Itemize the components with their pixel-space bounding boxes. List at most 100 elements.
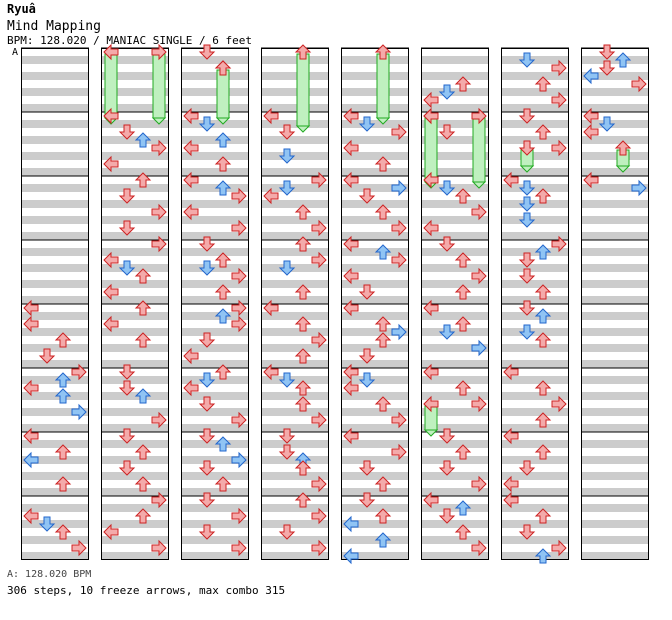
step-arrow-up (54, 444, 72, 460)
arrow-shape (198, 396, 216, 412)
step-arrow-up (134, 300, 152, 316)
arrow-shape (518, 324, 536, 340)
step-arrow-right (391, 179, 407, 197)
freeze-tail (151, 117, 167, 125)
step-arrow-down (198, 428, 216, 444)
arrow-shape (438, 236, 456, 252)
arrow-shape (118, 124, 136, 140)
beat-band (501, 248, 569, 256)
arrow-shape (134, 388, 152, 404)
step-arrow-right (311, 219, 327, 237)
beat-band (101, 472, 169, 480)
beat-band (421, 184, 489, 192)
arrow-shape (231, 539, 247, 557)
step-arrow-down (118, 460, 136, 476)
beat-band (341, 488, 409, 496)
beat-band (181, 168, 249, 176)
arrow-shape (183, 379, 199, 397)
step-arrow-left (583, 171, 599, 189)
arrow-shape (551, 235, 567, 253)
step-arrow-right (471, 475, 487, 493)
step-arrow-left (183, 171, 199, 189)
arrow-shape (534, 332, 552, 348)
step-arrow-right (151, 539, 167, 557)
arrow-shape (198, 44, 216, 60)
beat-band (261, 296, 329, 304)
beat-band (341, 152, 409, 160)
arrow-shape (118, 380, 136, 396)
arrow-shape (598, 116, 616, 132)
step-arrow-left (263, 187, 279, 205)
step-arrow-up (294, 492, 312, 508)
beat-band (261, 392, 329, 400)
beat-band (501, 232, 569, 240)
beat-band (21, 232, 89, 240)
beat-band (501, 488, 569, 496)
arrow-shape (118, 428, 136, 444)
arrow-shape (503, 491, 519, 509)
step-arrow-down (438, 124, 456, 140)
beat-band (181, 376, 249, 384)
step-arrow-right (391, 219, 407, 237)
beat-band (421, 120, 489, 128)
chart-info: BPM: 128.020 / MANIAC SINGLE / 6 feet (7, 34, 253, 47)
arrow-shape (71, 363, 87, 381)
step-arrow-left (423, 91, 439, 109)
arrow-shape (423, 491, 439, 509)
step-arrow-left (183, 347, 199, 365)
arrow-shape (278, 124, 296, 140)
chart-column (21, 48, 89, 560)
step-arrow-down (278, 180, 296, 196)
arrow-shape (231, 267, 247, 285)
beat-band (581, 104, 649, 112)
beat-band (181, 504, 249, 512)
step-arrow-right (311, 507, 327, 525)
arrow-shape (374, 332, 392, 348)
beat-band (421, 136, 489, 144)
chart-column (101, 48, 169, 560)
beat-band (261, 104, 329, 112)
arrow-shape (23, 315, 39, 333)
step-arrow-left (183, 203, 199, 221)
arrow-shape (54, 444, 72, 460)
step-arrow-left (423, 491, 439, 509)
arrow-shape (231, 507, 247, 525)
arrow-shape (294, 284, 312, 300)
beat-band (21, 440, 89, 448)
step-arrow-down (278, 428, 296, 444)
beat-band (341, 504, 409, 512)
beat-band (581, 376, 649, 384)
step-arrow-up (214, 180, 232, 196)
step-arrow-right (231, 411, 247, 429)
arrow-shape (438, 508, 456, 524)
arrow-shape (183, 347, 199, 365)
beat-band (341, 552, 409, 560)
beat-band (341, 536, 409, 544)
beat-band (101, 552, 169, 560)
arrow-shape (278, 444, 296, 460)
arrow-shape (294, 316, 312, 332)
step-arrow-left (343, 427, 359, 445)
step-arrow-right (551, 539, 567, 557)
arrow-shape (471, 395, 487, 413)
step-arrow-right (471, 539, 487, 557)
beat-band (341, 424, 409, 432)
beat-band (261, 136, 329, 144)
beat-band (101, 184, 169, 192)
beat-band (101, 136, 169, 144)
beat-band (181, 296, 249, 304)
step-arrow-down (38, 348, 56, 364)
step-arrow-up (54, 388, 72, 404)
step-arrow-down (358, 460, 376, 476)
step-arrow-left (23, 315, 39, 333)
arrow-shape (534, 380, 552, 396)
step-arrow-up (54, 332, 72, 348)
step-arrow-up (294, 348, 312, 364)
beat-band (581, 536, 649, 544)
arrow-shape (551, 139, 567, 157)
step-arrow-up (374, 204, 392, 220)
arrow-shape (263, 107, 279, 125)
step-arrow-up (374, 316, 392, 332)
arrow-shape (471, 339, 487, 357)
arrow-shape (518, 52, 536, 68)
